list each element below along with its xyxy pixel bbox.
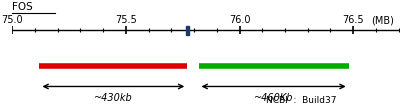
Text: NCBI  :  Build37: NCBI : Build37	[266, 96, 337, 105]
Text: FOS: FOS	[12, 2, 33, 12]
Text: ~460Kb: ~460Kb	[254, 93, 293, 103]
Text: 76.5: 76.5	[342, 15, 364, 25]
Text: ~430kb: ~430kb	[94, 93, 133, 103]
Text: 76.0: 76.0	[229, 15, 250, 25]
Bar	[186, 26, 188, 35]
Text: 75.5: 75.5	[115, 15, 137, 25]
Text: (MB): (MB)	[371, 15, 394, 25]
Text: 75.0: 75.0	[1, 15, 23, 25]
